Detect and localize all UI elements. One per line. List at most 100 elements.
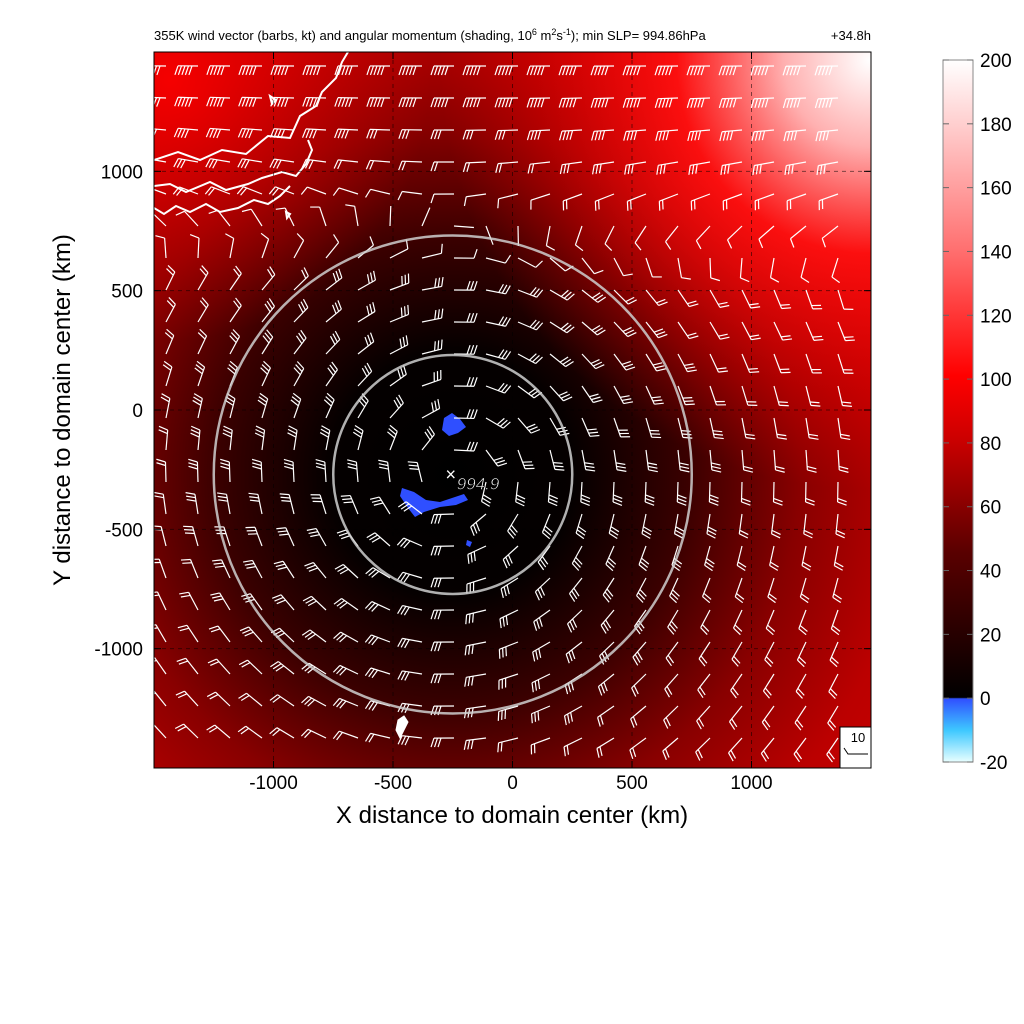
barb-feather (791, 164, 794, 174)
barb-feather (711, 469, 722, 473)
barb-feather (304, 561, 314, 567)
wind-barb (245, 526, 263, 547)
barb-feather (572, 618, 578, 628)
barb-staff (634, 225, 647, 244)
barb-feather (308, 567, 318, 572)
barb-feather (755, 164, 759, 175)
wind-barb (462, 97, 487, 108)
barb-feather (469, 97, 474, 108)
barb-feather (344, 65, 350, 76)
wind-barb (396, 537, 423, 549)
barb-staff (758, 225, 775, 240)
barb-feather (397, 369, 402, 379)
barb-feather (269, 727, 278, 735)
barb-feather (569, 621, 575, 631)
barb-feather (212, 559, 222, 562)
barb-feather (372, 302, 376, 312)
barb-feather (405, 65, 410, 76)
barb-staff (197, 237, 200, 259)
barb-feather (272, 159, 279, 169)
barb-feather (308, 129, 314, 139)
barb-feather (711, 462, 721, 466)
wind-barb (332, 664, 359, 676)
barb-feather (218, 499, 228, 502)
barb-feather (177, 65, 183, 76)
barb-feather (548, 501, 558, 507)
barb-feather (845, 339, 855, 342)
barb-feather (143, 97, 146, 106)
wind-barb (517, 417, 541, 434)
wind-barb (563, 737, 583, 757)
wind-barb (700, 609, 711, 635)
wind-barb (638, 545, 650, 572)
barb-feather (194, 367, 203, 375)
barb-feather (475, 522, 481, 532)
barb-feather (498, 163, 503, 173)
barb-feather (599, 746, 603, 756)
barb-feather (369, 332, 375, 342)
wind-barb (273, 560, 295, 579)
barb-feather (242, 629, 252, 634)
barb-feather (505, 317, 511, 327)
barb-feather (687, 369, 697, 373)
barb-feather (337, 300, 342, 310)
barb-feather (216, 97, 222, 107)
wind-barb (750, 97, 775, 109)
barb-feather (741, 497, 751, 503)
wind-barb (302, 65, 327, 76)
barb-feather (569, 98, 574, 108)
barb-feather (156, 458, 166, 463)
barb-feather (778, 401, 788, 404)
barb-feather (763, 719, 771, 728)
barb-feather (526, 130, 531, 141)
wind-barb (597, 673, 615, 696)
barb-feather (626, 131, 631, 141)
barb-feather (335, 270, 340, 281)
wind-barb (644, 481, 655, 506)
wind-barb (179, 591, 199, 611)
barb-feather (632, 747, 637, 757)
barb-feather (553, 465, 564, 468)
wind-barb (143, 96, 167, 107)
barb-staff (677, 257, 683, 278)
barb-feather (565, 130, 570, 141)
barb-feather (634, 242, 642, 251)
barb-feather (371, 669, 379, 679)
barb-feather (440, 65, 446, 76)
barb-staff (164, 238, 167, 259)
barb-feather (433, 65, 439, 76)
barb-feather (691, 164, 695, 175)
barb-feather (333, 234, 340, 243)
wind-barb (760, 737, 775, 762)
barb-feather (469, 377, 475, 387)
barb-feather (352, 431, 362, 438)
barb-feather (368, 733, 375, 743)
wind-barb (397, 670, 423, 681)
barb-feather (768, 593, 777, 600)
barb-feather (668, 65, 673, 76)
barb-feather (368, 568, 377, 577)
barb-feather (323, 399, 332, 407)
wind-barb (726, 225, 743, 249)
barb-feather (750, 306, 761, 309)
barb-feather (796, 719, 804, 728)
wind-barb (364, 601, 391, 612)
barb-feather (334, 65, 339, 76)
wind-barb (654, 65, 679, 76)
barb-feather (208, 187, 216, 196)
barb-feather (227, 367, 236, 375)
barb-feather (805, 501, 815, 506)
barb-feather (348, 97, 353, 108)
wind-barb (794, 705, 807, 731)
barb-feather (369, 534, 378, 541)
wind-barb (261, 298, 275, 323)
barb-feather (516, 494, 526, 500)
barb-feather (369, 303, 373, 314)
barb-feather (598, 130, 602, 141)
barb-feather (669, 595, 677, 604)
barb-feather (687, 332, 697, 337)
barb-feather (281, 500, 291, 502)
wind-barb (815, 129, 839, 142)
barb-feather (371, 604, 379, 612)
wind-barb (677, 289, 699, 308)
